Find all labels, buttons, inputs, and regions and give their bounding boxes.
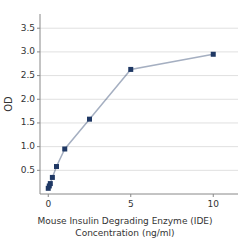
y-tick: [37, 122, 40, 123]
grid-line: [40, 51, 238, 52]
plot-area: [46, 52, 216, 191]
x-axis-label-line: Mouse Insulin Degrading Enzyme (IDE): [37, 216, 212, 226]
grid-line: [40, 99, 238, 100]
y-tick: [37, 99, 40, 100]
data-point: [211, 52, 216, 57]
x-tick-label: 5: [128, 199, 134, 209]
x-axis-label-line: Concentration (ng/ml): [75, 228, 174, 238]
y-axis-line: [40, 14, 41, 194]
data-point: [50, 175, 55, 180]
x-tick: [130, 194, 131, 197]
y-tick-label: 1.5: [21, 117, 35, 127]
grid-line: [40, 75, 238, 76]
data-point: [87, 117, 92, 122]
y-tick-label: 1.0: [21, 141, 36, 151]
x-tick-label: 10: [208, 199, 220, 209]
x-tick-label: 0: [45, 199, 51, 209]
x-axis-line: [40, 194, 238, 195]
y-tick-label: 2.0: [21, 94, 36, 104]
grid-line: [40, 170, 238, 171]
y-tick-label: 3.5: [21, 23, 35, 33]
data-point: [62, 147, 67, 152]
y-tick: [37, 170, 40, 171]
grid: [40, 28, 238, 170]
data-point: [54, 164, 59, 169]
chart: 0.5 1.0 1.5 2.0 2.5 3.0 3.5 0 5 10 Mouse Insulin D…: [0, 0, 250, 250]
grid-line: [40, 146, 238, 147]
axes: 0.5 1.0 1.5 2.0 2.5 3.0 3.5 0 5 10: [21, 14, 238, 209]
x-tick: [213, 194, 214, 197]
chart-container: 0.5 1.0 1.5 2.0 2.5 3.0 3.5 0 5 10 Mouse Insulin D…: [0, 0, 250, 250]
y-tick-label: 3.0: [21, 46, 36, 56]
y-tick: [37, 75, 40, 76]
data-line: [48, 54, 213, 188]
y-axis-label: OD: [3, 96, 14, 112]
y-tick-label: 2.5: [21, 70, 35, 80]
y-tick: [37, 28, 40, 29]
y-tick-label: 0.5: [21, 165, 35, 175]
y-tick: [37, 51, 40, 52]
y-tick: [37, 146, 40, 147]
x-tick: [48, 194, 49, 197]
x-axis-label: Mouse Insulin Degrading Enzyme (IDE) Conc…: [37, 216, 212, 238]
grid-line: [40, 122, 238, 123]
grid-line: [40, 28, 238, 29]
data-point: [48, 181, 53, 186]
data-point: [128, 67, 133, 72]
